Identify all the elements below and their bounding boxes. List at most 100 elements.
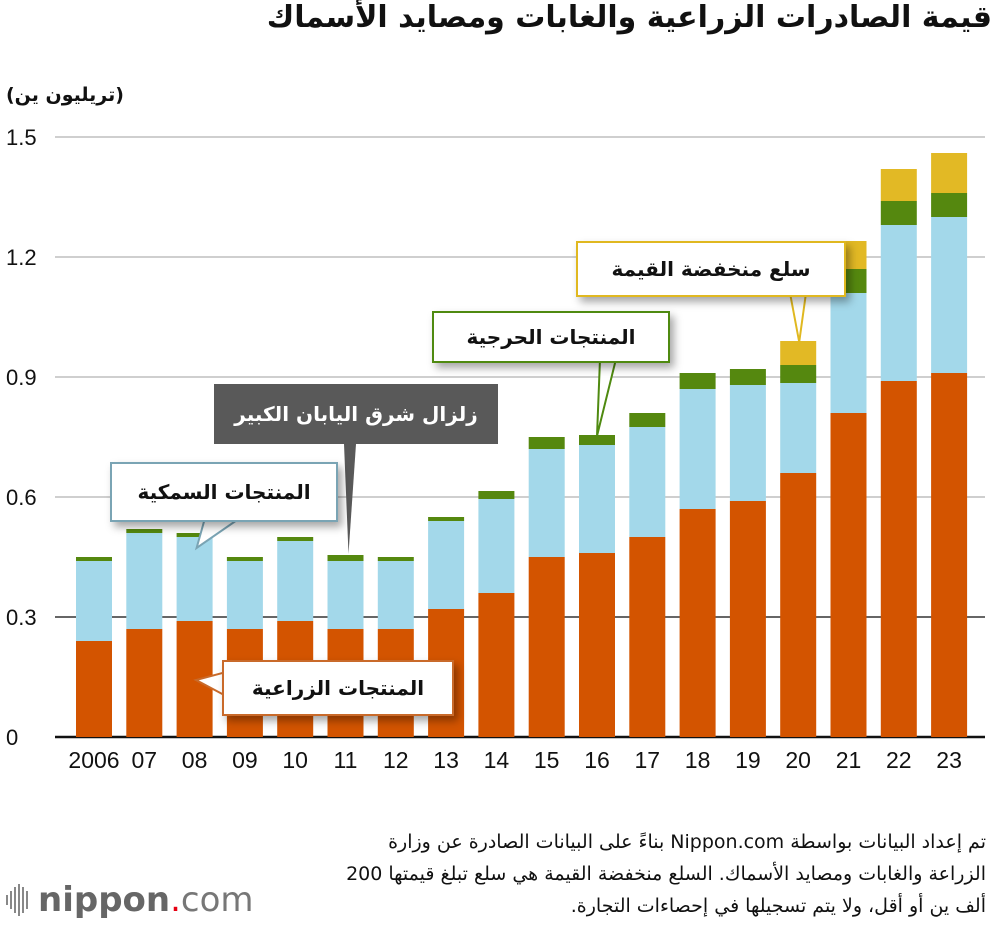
bar-segment-fish-2006 (76, 561, 112, 641)
bar-segment-forest-12 (377, 557, 414, 561)
bar-segment-forest-08 (176, 533, 213, 537)
logo-dot: . (170, 880, 181, 920)
chart-title: قيمة الصادرات الزراعية والغابات ومصايد ا… (266, 0, 992, 35)
y-tick-label: 1.2 (6, 245, 37, 270)
earthquake-callout-pointer (344, 444, 356, 554)
logo-sound-bars-icon (6, 884, 28, 916)
logo-tld: com (180, 880, 254, 920)
bar-segment-agri-14 (478, 593, 515, 737)
gridlines (55, 136, 985, 739)
bar-segment-fish-14 (478, 499, 515, 593)
bar-segment-fish-17 (629, 427, 666, 537)
x-tick-label: 14 (484, 747, 510, 773)
y-axis-ticks: 0 0.3 0.6 0.9 1.2 1.5 (6, 125, 37, 750)
bar-segment-agri-2006 (76, 641, 112, 737)
bar-segment-forest-20 (780, 365, 817, 383)
source-footnote: تم إعداد البيانات بواسطة Nippon.com بناء… (346, 831, 986, 917)
bar-segment-low_value-20 (780, 341, 817, 365)
callout-earthquake: زلزال شرق اليابان الكبير (214, 384, 498, 444)
x-tick-label: 08 (182, 747, 208, 773)
bar-segment-forest-23 (931, 193, 968, 217)
bar-segment-fish-10 (277, 541, 314, 621)
bar-segment-forest-07 (126, 529, 163, 533)
bar-segment-fish-13 (428, 521, 465, 609)
x-tick-label: 12 (383, 747, 409, 773)
x-tick-label: 20 (785, 747, 811, 773)
y-tick-label: 0.3 (6, 605, 37, 630)
low-value-callout-pointer (788, 292, 808, 343)
bar-segment-agri-21 (830, 413, 867, 737)
bar-segment-forest-19 (729, 369, 766, 385)
callout-fish-products: المنتجات السمكية (110, 462, 338, 522)
nippon-logo: nippon. com (6, 880, 254, 920)
bar-segment-fish-09 (226, 561, 263, 629)
bar-segment-forest-2006 (76, 557, 112, 561)
bars (76, 153, 968, 737)
bar-segment-agri-23 (931, 373, 968, 737)
stacked-bar-chart: 0 0.3 0.6 0.9 1.2 1.5 2006 07 08 09 10 11 12 13 14 15 1… (6, 125, 985, 773)
logo-name: nippon (38, 880, 171, 920)
x-tick-label: 07 (132, 747, 158, 773)
callout-earthquake-label: زلزال شرق اليابان الكبير (234, 402, 478, 426)
callout-fish-label: المنتجات السمكية (137, 480, 311, 504)
x-tick-label: 09 (232, 747, 258, 773)
callout-agri-label: المنتجات الزراعية (251, 676, 425, 700)
callout-low-value-goods: سلع منخفضة القيمة (576, 241, 846, 297)
bar-segment-fish-22 (880, 225, 917, 381)
callout-low-value-label: سلع منخفضة القيمة (611, 257, 811, 281)
bar-segment-agri-19 (729, 501, 766, 737)
y-tick-label: 0.9 (6, 365, 37, 390)
bar-segment-fish-21 (830, 293, 867, 413)
x-tick-label: 23 (936, 747, 962, 773)
bar-segment-forest-17 (629, 413, 666, 427)
x-axis-ticks: 2006 07 08 09 10 11 12 13 14 15 16 17 18 19 20 21 22 23 (68, 747, 961, 773)
x-tick-label: 22 (886, 747, 912, 773)
bar-segment-fish-15 (528, 449, 565, 557)
bar-segment-fish-20 (780, 383, 817, 473)
x-tick-label: 11 (334, 747, 358, 773)
bar-segment-agri-20 (780, 473, 817, 737)
x-tick-label: 17 (635, 747, 661, 773)
bar-segment-agri-16 (579, 553, 615, 737)
bar-segment-fish-12 (377, 561, 414, 629)
x-tick-label: 21 (836, 747, 862, 773)
bar-segment-agri-15 (528, 557, 565, 737)
y-axis-unit-label: (تريليون ين) (6, 84, 124, 106)
y-tick-label: 0.6 (6, 485, 37, 510)
bar-segment-fish-16 (579, 445, 615, 553)
bar-segment-fish-19 (729, 385, 766, 501)
bar-segment-fish-07 (126, 533, 163, 629)
bar-segment-agri-22 (880, 381, 917, 737)
y-tick-label: 0 (6, 725, 18, 750)
bar-segment-low_value-22 (880, 169, 917, 201)
x-tick-label: 10 (282, 747, 308, 773)
x-tick-label: 19 (735, 747, 761, 773)
bar-segment-forest-15 (528, 437, 565, 449)
bar-segment-fish-18 (679, 389, 716, 509)
bar-segment-forest-09 (226, 557, 263, 561)
x-tick-label: 18 (685, 747, 711, 773)
bar-segment-fish-08 (176, 537, 213, 621)
bar-segment-forest-22 (880, 201, 917, 225)
forest-callout-pointer (596, 358, 618, 437)
bar-segment-forest-11 (327, 555, 364, 561)
fish-callout-pointer (194, 517, 244, 551)
y-tick-label: 1.5 (6, 125, 37, 150)
bar-segment-low_value-23 (931, 153, 968, 193)
bar-segment-forest-14 (478, 491, 515, 499)
bar-segment-agri-17 (629, 537, 666, 737)
bar-segment-forest-16 (579, 435, 615, 445)
callout-agri-products: المنتجات الزراعية (222, 660, 454, 716)
x-tick-label: 15 (534, 747, 560, 773)
bar-segment-agri-18 (679, 509, 716, 737)
bar-segment-fish-11 (327, 561, 364, 629)
bar-segment-agri-07 (126, 629, 163, 737)
x-tick-label: 2006 (68, 747, 119, 773)
bar-segment-fish-23 (931, 217, 968, 373)
bar-segment-forest-13 (428, 517, 465, 521)
bar-segment-forest-10 (277, 537, 314, 541)
bar-segment-forest-18 (679, 373, 716, 389)
x-tick-label: 16 (584, 747, 610, 773)
x-tick-label: 13 (433, 747, 459, 773)
callout-forest-label: المنتجات الحرجية (466, 325, 636, 349)
